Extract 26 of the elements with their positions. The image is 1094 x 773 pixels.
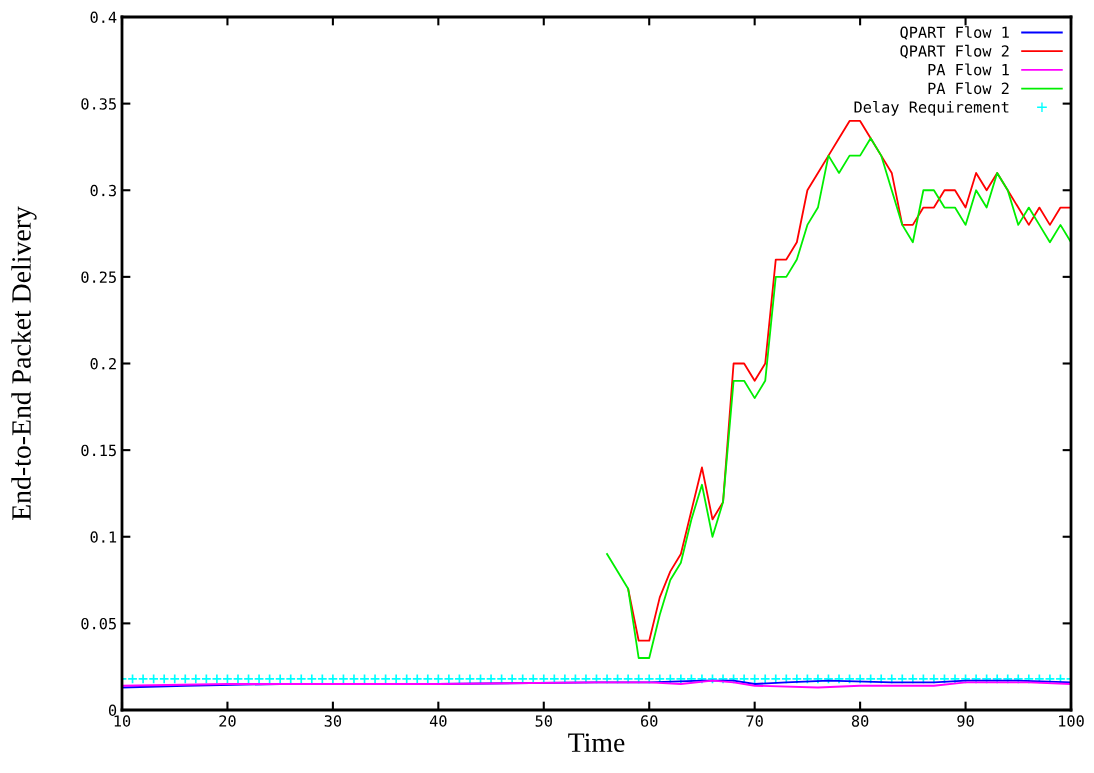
- x-tick-label: 10: [114, 715, 131, 727]
- legend-label: PA Flow 2: [928, 82, 1009, 95]
- y-tick-label: 0.35: [81, 98, 116, 110]
- x-tick-label: 30: [324, 715, 342, 727]
- legend-label: PA Flow 1: [928, 63, 1009, 76]
- y-tick-label: 0.3: [90, 184, 116, 197]
- y-tick-label: 0.2: [90, 358, 116, 370]
- x-tick-label: 80: [851, 715, 869, 727]
- y-tick-label: 0.25: [81, 271, 116, 283]
- legend-label: QPART Flow 1: [900, 26, 1009, 40]
- x-tick-label: 50: [535, 715, 552, 727]
- legend-label: QPART Flow 2: [900, 44, 1009, 59]
- y-tick-label: 0.15: [81, 444, 116, 457]
- legend-label: Delay Requirement: [854, 100, 1009, 116]
- x-tick-label: 100: [1059, 715, 1084, 727]
- y-tick-label: 0.1: [90, 531, 117, 543]
- x-tick-label: 20: [219, 715, 236, 727]
- x-tick-label: 90: [957, 715, 974, 727]
- x-axis-title: Time: [568, 733, 625, 753]
- y-tick-label: 0.4: [90, 11, 117, 24]
- line-series: [122, 679, 1071, 689]
- y-tick-label: 0.05: [81, 617, 116, 630]
- x-tick-label: 60: [641, 715, 658, 727]
- x-tick-label: 70: [746, 715, 763, 727]
- y-axis-title: End-to-End Packet Delivery: [11, 206, 37, 521]
- x-tick-label: 40: [429, 715, 447, 727]
